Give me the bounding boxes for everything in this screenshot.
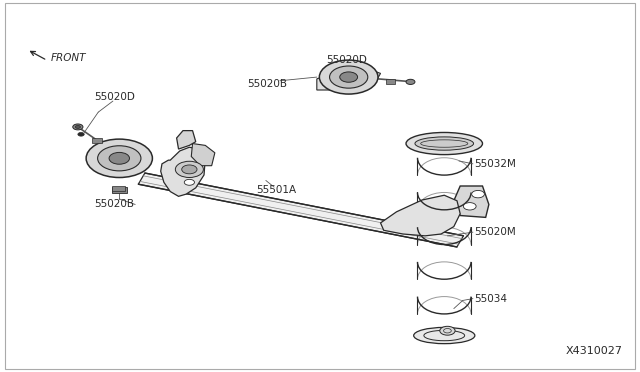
- Text: 55034: 55034: [474, 294, 508, 304]
- Text: 55020D: 55020D: [326, 55, 367, 65]
- Circle shape: [182, 165, 197, 174]
- Circle shape: [472, 190, 484, 198]
- Polygon shape: [191, 144, 215, 166]
- Circle shape: [78, 132, 84, 136]
- Circle shape: [319, 60, 378, 94]
- Polygon shape: [138, 173, 463, 247]
- Circle shape: [76, 125, 81, 128]
- Ellipse shape: [413, 327, 475, 344]
- Polygon shape: [317, 68, 381, 90]
- Circle shape: [86, 139, 152, 177]
- Circle shape: [109, 153, 129, 164]
- Text: 55020D: 55020D: [94, 92, 134, 102]
- Circle shape: [463, 203, 476, 210]
- Circle shape: [340, 72, 358, 82]
- Circle shape: [184, 179, 195, 185]
- Circle shape: [330, 66, 368, 88]
- Polygon shape: [177, 131, 196, 149]
- Text: 55020B: 55020B: [246, 80, 287, 89]
- Circle shape: [406, 79, 415, 84]
- Circle shape: [98, 146, 141, 171]
- Bar: [92, 138, 102, 143]
- Bar: [111, 187, 127, 193]
- Circle shape: [440, 326, 455, 335]
- Text: FRONT: FRONT: [51, 54, 86, 63]
- Ellipse shape: [415, 137, 474, 150]
- Circle shape: [175, 161, 204, 177]
- Text: X4310027: X4310027: [566, 346, 623, 356]
- Text: 55501A: 55501A: [256, 185, 296, 195]
- Polygon shape: [454, 186, 489, 217]
- Bar: [112, 186, 125, 191]
- Polygon shape: [381, 195, 460, 236]
- Circle shape: [73, 124, 83, 130]
- Text: 55020B: 55020B: [94, 199, 134, 209]
- Text: 55020M: 55020M: [474, 227, 516, 237]
- Ellipse shape: [406, 132, 483, 155]
- Bar: [386, 79, 394, 84]
- Text: 55032M: 55032M: [474, 159, 516, 169]
- Polygon shape: [161, 147, 205, 196]
